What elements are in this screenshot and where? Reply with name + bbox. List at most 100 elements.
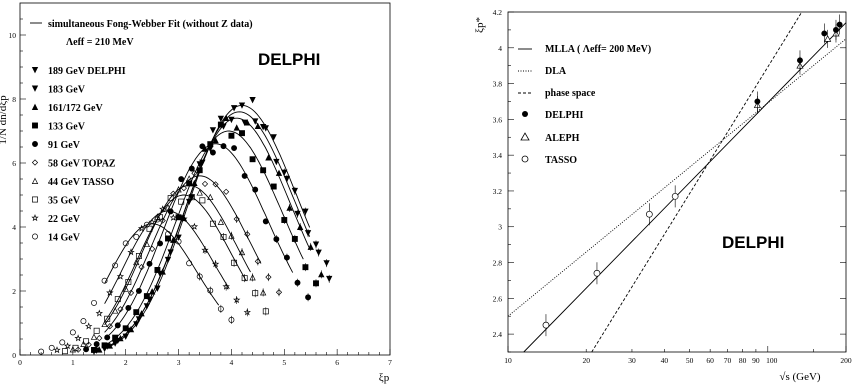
data-point (199, 143, 206, 150)
tasso-point (671, 192, 679, 200)
data-point (180, 215, 188, 223)
left-data-points (38, 97, 333, 355)
left-y-tick-label: 10 (9, 31, 17, 40)
data-point (85, 322, 93, 330)
legend-lambda-label: Λeff = 210 MeV (66, 37, 134, 48)
data-point (122, 285, 129, 292)
right-chart: 10 20 30 40 50 60 70 80 90 100 200 2.4 2.6 2.8 3 3.2 3.4… (474, 8, 852, 383)
data-point (196, 273, 203, 280)
legend-marker (32, 233, 38, 240)
data-point (106, 323, 113, 330)
data-point (201, 246, 209, 254)
data-point (294, 210, 301, 218)
data-point (69, 329, 76, 336)
legend-marker (31, 177, 39, 184)
data-point (223, 188, 230, 195)
data-point (239, 130, 245, 137)
data-point (101, 277, 108, 284)
data-point (93, 327, 100, 334)
data-point (72, 344, 79, 351)
data-point (127, 289, 135, 296)
data-point (185, 175, 193, 182)
right-y-axis-label: ξp* (474, 17, 486, 33)
data-point (175, 186, 182, 193)
legend-aleph-marker (520, 132, 530, 141)
data-point (122, 325, 129, 332)
data-point (148, 218, 156, 226)
left-x-tick-label: 7 (388, 358, 392, 367)
data-point (283, 175, 291, 183)
data-point (138, 310, 145, 317)
data-point (157, 240, 164, 247)
right-y-tick-label: 3.8 (493, 80, 503, 89)
data-point (191, 170, 198, 177)
left-legend: simultaneous Fong-Webber Fit (without Z … (30, 19, 253, 244)
legend-marker (31, 103, 39, 110)
data-point (270, 183, 277, 190)
data-point (114, 322, 121, 329)
data-point (281, 217, 288, 223)
data-point (265, 154, 272, 161)
data-point (122, 240, 129, 247)
data-point (127, 325, 135, 333)
data-point (178, 176, 185, 183)
left-delphi-title: DELPHI (258, 50, 320, 69)
data-point (101, 342, 108, 349)
data-point (159, 205, 167, 213)
data-point (252, 186, 259, 193)
data-point (294, 279, 301, 286)
left-x-tick-label: 3 (177, 358, 181, 367)
left-x-tick-label: 6 (335, 358, 339, 367)
data-point (249, 274, 256, 281)
fit-curve (104, 194, 247, 323)
data-point (323, 260, 330, 267)
data-point (106, 288, 114, 296)
data-point (302, 208, 309, 215)
data-point (186, 180, 193, 187)
data-point (90, 333, 98, 340)
data-point (83, 338, 90, 345)
legend-entry-label: 22 GeV (48, 214, 81, 225)
data-point (191, 179, 198, 187)
data-point (252, 290, 259, 297)
data-point (291, 187, 299, 195)
left-x-tick-label: 1 (71, 358, 75, 367)
delphi-point (754, 98, 761, 105)
data-point (283, 254, 290, 261)
data-point (165, 231, 171, 237)
right-y-tick-label: 4 (498, 44, 502, 53)
data-point (209, 220, 216, 227)
data-point (217, 218, 225, 225)
right-legend: MLLA ( Λeff= 200 MeV) DLA phase space DE… (518, 44, 651, 166)
legend-marker (32, 141, 38, 147)
left-y-tick-label: 2 (12, 287, 16, 296)
right-model-lines (507, 11, 847, 353)
data-point (209, 149, 216, 156)
data-point (138, 264, 145, 271)
data-point (143, 293, 150, 300)
fit-curve (104, 210, 230, 304)
data-point (154, 267, 161, 273)
right-y-tick-label: 2.4 (493, 330, 503, 339)
data-point (111, 307, 119, 314)
data-point (106, 342, 114, 349)
data-point (135, 316, 143, 323)
right-y-tick-label: 3.2 (493, 187, 503, 196)
fit-curve (104, 184, 251, 325)
data-point (61, 348, 68, 355)
data-point (302, 264, 309, 271)
data-point (249, 156, 256, 163)
data-point (96, 346, 103, 353)
data-point (133, 233, 140, 240)
data-point (252, 118, 259, 125)
data-point (154, 285, 161, 292)
data-point (149, 245, 156, 252)
left-y-tick-label: 6 (12, 159, 16, 168)
delphi-point (836, 21, 843, 28)
legend-entry-label: 91 GeV (48, 140, 81, 151)
data-point (254, 258, 261, 265)
data-point (241, 172, 248, 179)
data-point (217, 115, 225, 123)
data-point (212, 181, 219, 188)
